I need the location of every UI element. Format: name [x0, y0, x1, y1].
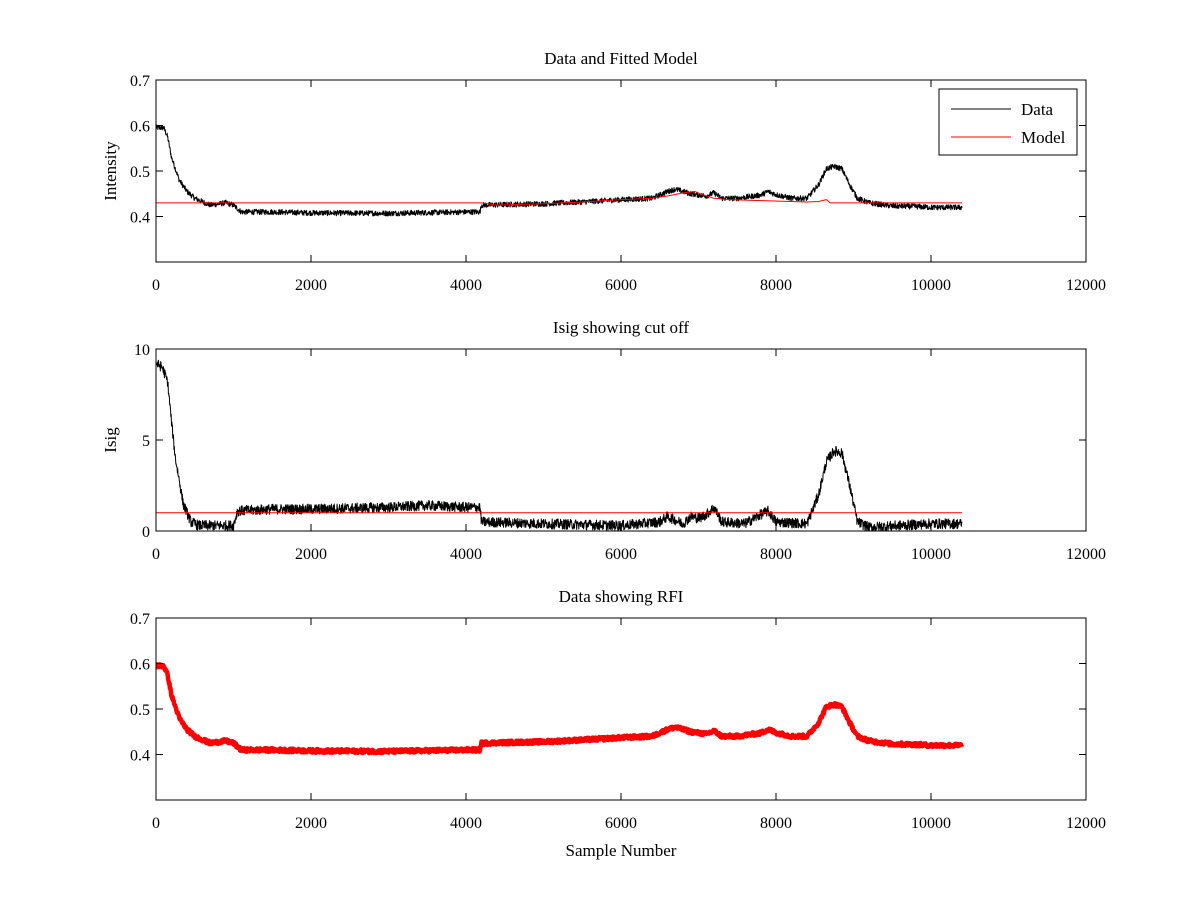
x-tick-label: 8000 [760, 815, 792, 832]
y-tick-label: 0.6 [130, 119, 150, 136]
legend-label-data: Data [1021, 100, 1054, 119]
y-tick-label: 10 [134, 342, 150, 359]
x-tick-label: 4000 [450, 277, 482, 294]
series-line-rfi-data [156, 662, 965, 756]
plot-panel-2: 0 2000 4000 6000 8000 10000 12000 0 5 10 Isig show… [101, 318, 1106, 563]
x-tick-label: 0 [152, 546, 160, 563]
axes-box [155, 348, 1087, 532]
x-tick-label: 0 [152, 815, 160, 832]
x-tick-label: 8000 [760, 277, 792, 294]
y-tick-label: 0.7 [130, 73, 150, 90]
y-tick-label: 0.4 [130, 748, 150, 765]
legend: Data Model [938, 88, 1078, 156]
x-tick-label: 6000 [605, 815, 637, 832]
y-tick-label: 0.5 [130, 702, 150, 719]
x-tick-label: 10000 [911, 546, 951, 563]
chart-title: Data showing RFI [559, 587, 684, 606]
x-tick-label: 12000 [1066, 546, 1106, 563]
y-tick-label: 5 [142, 433, 150, 450]
x-tick-label: 12000 [1066, 277, 1106, 294]
x-tick-label: 2000 [295, 815, 327, 832]
y-tick-label: 0.4 [130, 210, 150, 227]
x-tick-label: 0 [152, 277, 160, 294]
x-tick-label: 4000 [450, 546, 482, 563]
y-axis-label: Intensity [101, 141, 120, 201]
series-line-model [156, 190, 962, 206]
y-axis-label: Isig [101, 427, 120, 453]
plot-panel-1: 0 2000 4000 6000 8000 10000 12000 0.4 0.5 0.6 0.7 D… [101, 49, 1106, 294]
chart-title: Data and Fitted Model [544, 49, 698, 68]
chart-title: Isig showing cut off [553, 318, 689, 337]
series-line-isig [156, 359, 963, 531]
legend-box [938, 88, 1078, 156]
axes-box [155, 617, 1087, 801]
y-tick-label: 0.5 [130, 164, 150, 181]
x-tick-label: 10000 [911, 815, 951, 832]
y-tick-label: 0 [142, 524, 150, 541]
x-tick-label: 6000 [605, 546, 637, 563]
y-tick-label: 0.6 [130, 657, 150, 674]
x-tick-label: 4000 [450, 815, 482, 832]
plot-panel-3: 0 2000 4000 6000 8000 10000 12000 0.4 0.5 0.6 0.7 D… [130, 587, 1106, 860]
x-axis-label: Sample Number [566, 841, 677, 860]
x-tick-label: 8000 [760, 546, 792, 563]
series-line-data [156, 124, 963, 217]
y-tick-label: 0.7 [130, 611, 150, 628]
x-tick-label: 2000 [295, 546, 327, 563]
x-tick-label: 6000 [605, 277, 637, 294]
x-tick-label: 2000 [295, 277, 327, 294]
x-tick-label: 12000 [1066, 815, 1106, 832]
legend-label-model: Model [1021, 128, 1066, 147]
x-tick-label: 10000 [911, 277, 951, 294]
